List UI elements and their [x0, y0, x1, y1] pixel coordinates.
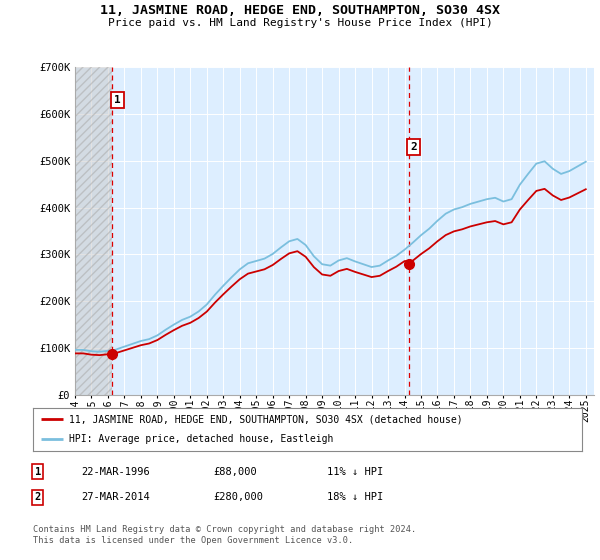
Text: HPI: Average price, detached house, Eastleigh: HPI: Average price, detached house, East… [68, 434, 333, 444]
Text: £280,000: £280,000 [213, 492, 263, 502]
Text: 1: 1 [113, 95, 121, 105]
Text: 1: 1 [35, 466, 41, 477]
Text: 27-MAR-2014: 27-MAR-2014 [81, 492, 150, 502]
Text: Contains HM Land Registry data © Crown copyright and database right 2024.
This d: Contains HM Land Registry data © Crown c… [33, 525, 416, 545]
Text: 2: 2 [410, 142, 417, 152]
Text: Price paid vs. HM Land Registry's House Price Index (HPI): Price paid vs. HM Land Registry's House … [107, 18, 493, 28]
Text: 22-MAR-1996: 22-MAR-1996 [81, 466, 150, 477]
Text: £88,000: £88,000 [213, 466, 257, 477]
Text: 11, JASMINE ROAD, HEDGE END, SOUTHAMPTON, SO30 4SX: 11, JASMINE ROAD, HEDGE END, SOUTHAMPTON… [100, 4, 500, 17]
Text: 11, JASMINE ROAD, HEDGE END, SOUTHAMPTON, SO30 4SX (detached house): 11, JASMINE ROAD, HEDGE END, SOUTHAMPTON… [68, 414, 463, 424]
Text: 2: 2 [35, 492, 41, 502]
Bar [75, 67, 112, 395]
Text: 11% ↓ HPI: 11% ↓ HPI [327, 466, 383, 477]
Text: 18% ↓ HPI: 18% ↓ HPI [327, 492, 383, 502]
